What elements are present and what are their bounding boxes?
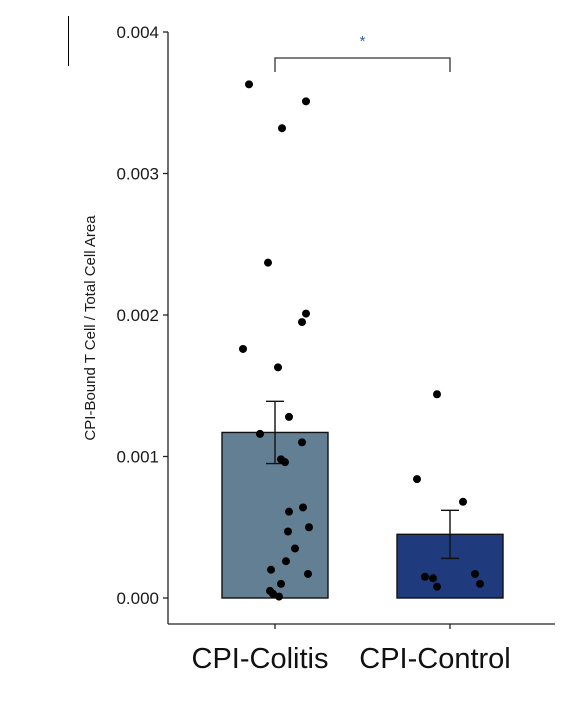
data-point bbox=[302, 97, 310, 106]
data-point bbox=[299, 503, 307, 512]
data-point bbox=[305, 523, 313, 532]
data-point bbox=[256, 429, 264, 438]
labels: CPI-Bound T Cell / Total Cell Area CPI-Co… bbox=[82, 215, 511, 675]
data-point bbox=[413, 475, 421, 484]
data-point bbox=[302, 309, 310, 318]
data-point bbox=[285, 507, 293, 516]
data-point bbox=[267, 565, 275, 574]
data-point bbox=[298, 318, 306, 327]
y-tick-label: 0.001 bbox=[116, 448, 159, 467]
data-point bbox=[281, 458, 289, 467]
y-tick-label: 0.002 bbox=[116, 306, 159, 325]
data-point bbox=[476, 579, 484, 588]
data-point bbox=[459, 497, 467, 506]
data-point bbox=[274, 363, 282, 372]
data-point bbox=[433, 582, 441, 591]
data-point bbox=[278, 124, 286, 133]
error-bars bbox=[266, 400, 459, 560]
bracket-line bbox=[274, 57, 451, 72]
data-point bbox=[304, 569, 312, 578]
data-point bbox=[264, 258, 272, 267]
data-point bbox=[429, 574, 437, 583]
data-point bbox=[245, 80, 253, 89]
data-point bbox=[471, 569, 479, 578]
data-point bbox=[284, 527, 292, 536]
data-point bbox=[239, 344, 247, 353]
data-points bbox=[239, 80, 484, 601]
data-point bbox=[421, 572, 429, 581]
data-point bbox=[277, 579, 285, 588]
data-point bbox=[282, 557, 290, 566]
data-point bbox=[275, 592, 283, 601]
data-point bbox=[291, 544, 299, 553]
y-tick-label: 0.003 bbox=[116, 165, 159, 184]
crop-mark bbox=[68, 16, 69, 66]
y-tick-label: 0.004 bbox=[116, 23, 159, 42]
y-axis-label: CPI-Bound T Cell / Total Cell Area bbox=[82, 215, 99, 441]
data-point bbox=[269, 589, 277, 598]
bars bbox=[221, 431, 504, 599]
y-tick-label: 0.000 bbox=[116, 589, 159, 608]
data-point bbox=[298, 438, 306, 447]
data-point bbox=[285, 412, 293, 421]
x-category-label: CPI-Control bbox=[359, 643, 511, 675]
x-category-label: CPI-Colitis bbox=[192, 643, 329, 675]
significance-bracket: * bbox=[274, 33, 451, 72]
data-point bbox=[433, 390, 441, 399]
significance-label: * bbox=[360, 33, 366, 50]
axes: 0.000 0.001 0.002 0.003 0.004 bbox=[116, 23, 555, 629]
